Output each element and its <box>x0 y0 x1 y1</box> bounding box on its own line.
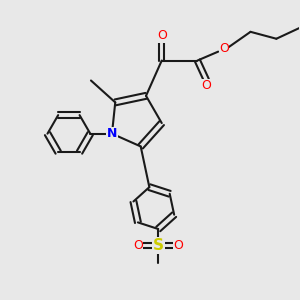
Text: O: O <box>157 29 167 42</box>
Text: O: O <box>133 239 143 252</box>
Text: N: N <box>107 127 117 140</box>
Text: O: O <box>173 239 183 252</box>
Text: S: S <box>153 238 164 253</box>
Text: O: O <box>219 42 229 55</box>
Text: O: O <box>201 79 211 92</box>
